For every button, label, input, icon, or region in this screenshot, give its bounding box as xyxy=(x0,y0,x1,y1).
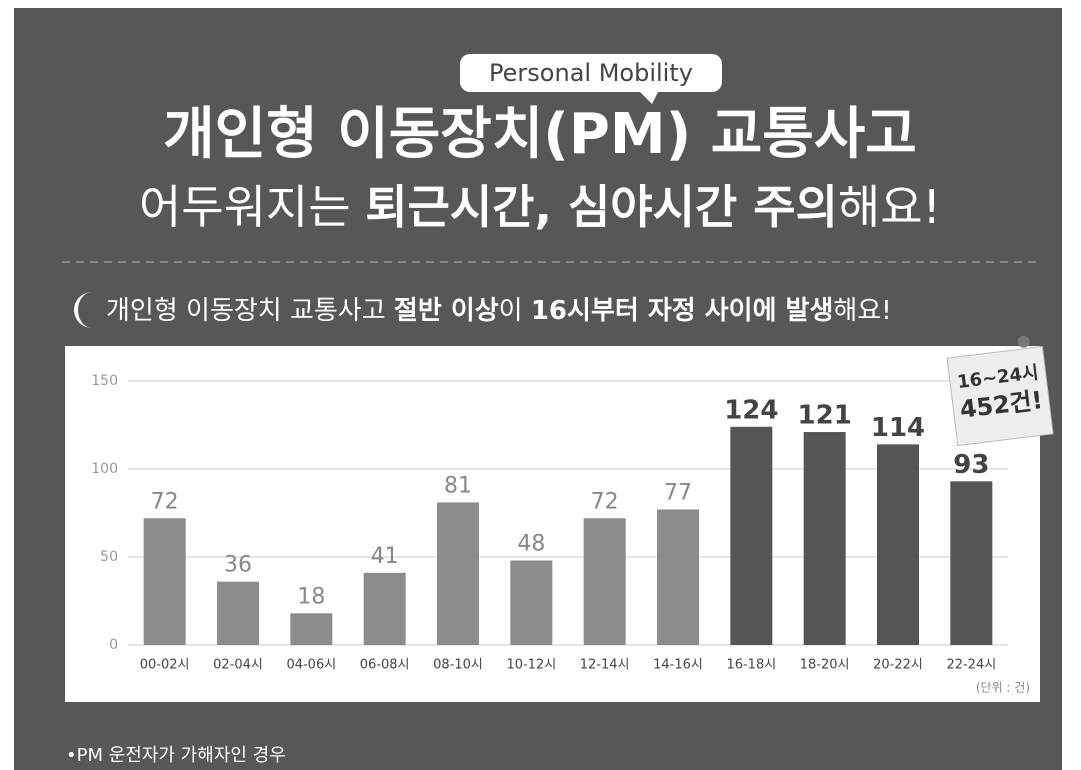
value-label: 36 xyxy=(224,553,252,578)
caption-part: 개인형 이동장치 교통사고 xyxy=(106,296,394,326)
x-tick-label: 04-06시 xyxy=(286,658,336,673)
bar xyxy=(363,572,406,645)
value-label: 72 xyxy=(151,489,179,514)
footnote: •PM 운전자가 가해자인 경우 xyxy=(66,745,286,766)
x-tick-label: 06-08시 xyxy=(360,658,410,673)
sticky-note: 16~24시 452건! xyxy=(946,335,1054,447)
x-tick-label: 16-18시 xyxy=(726,658,776,673)
bar xyxy=(510,560,553,645)
value-label: 18 xyxy=(297,584,325,609)
value-label: 114 xyxy=(871,413,925,443)
bar xyxy=(290,613,333,645)
y-tick-label: 150 xyxy=(91,373,118,389)
x-tick-label: 20-22시 xyxy=(873,658,923,673)
badge-box xyxy=(460,54,722,92)
caption-part: 이 xyxy=(499,296,531,326)
value-label: 72 xyxy=(591,489,619,514)
x-tick-label: 18-20시 xyxy=(800,658,850,673)
bar xyxy=(950,481,993,645)
bar xyxy=(143,518,186,645)
note-paper xyxy=(946,345,1054,447)
badge: Personal Mobility xyxy=(489,59,693,87)
value-label: 121 xyxy=(798,401,852,431)
title: 개인형 이동장치(PM) 교통사고 xyxy=(163,102,917,167)
x-tick-label: 22-24시 xyxy=(946,658,996,673)
x-tick-label: 02-04시 xyxy=(213,658,263,673)
x-tick-label: 08-10시 xyxy=(433,658,483,673)
bar xyxy=(730,426,773,645)
y-tick-label: 50 xyxy=(100,549,118,565)
bar xyxy=(803,432,846,645)
bar xyxy=(437,502,479,645)
value-label: 41 xyxy=(371,544,399,569)
bar xyxy=(217,581,259,645)
caption-part: 16시부터 자정 사이에 발생 xyxy=(531,296,834,326)
x-tick-label: 14-16시 xyxy=(653,658,703,673)
unit-note: (단위 : 건) xyxy=(976,681,1030,695)
plot: 0 50 100 150 00-02시 72 02-04시 36 04-06시 18 06-08시 4… xyxy=(91,373,1008,673)
x-tick-label: 10-12시 xyxy=(506,658,556,673)
value-label: 77 xyxy=(664,480,692,505)
caption-part: 해요! xyxy=(833,296,891,326)
y-tick-label: 100 xyxy=(91,461,118,477)
x-tick-label: 00-02시 xyxy=(140,658,190,673)
x-tick-label: 12-14시 xyxy=(580,658,630,673)
subtitle-part: 해요! xyxy=(838,180,941,234)
value-label: 93 xyxy=(953,450,989,480)
bar xyxy=(657,509,699,645)
pin xyxy=(1017,335,1030,348)
subtitle-part: 퇴근시간, 심야시간 주의 xyxy=(365,180,838,234)
subtitle: 어두워지는 퇴근시간, 심야시간 주의해요! xyxy=(139,180,941,234)
caption-part: 절반 이상 xyxy=(394,296,499,326)
bar xyxy=(877,444,919,645)
value-label: 124 xyxy=(724,395,778,425)
bar xyxy=(583,518,626,645)
moon-icon xyxy=(74,292,92,328)
subtitle-part: 어두워지는 xyxy=(139,180,365,234)
value-label: 48 xyxy=(517,532,545,557)
value-label: 81 xyxy=(444,473,472,498)
y-tick-label: 0 xyxy=(109,637,118,653)
caption: 개인형 이동장치 교통사고 절반 이상이 16시부터 자정 사이에 발생해요! xyxy=(106,296,892,326)
badge-pointer xyxy=(640,92,658,104)
